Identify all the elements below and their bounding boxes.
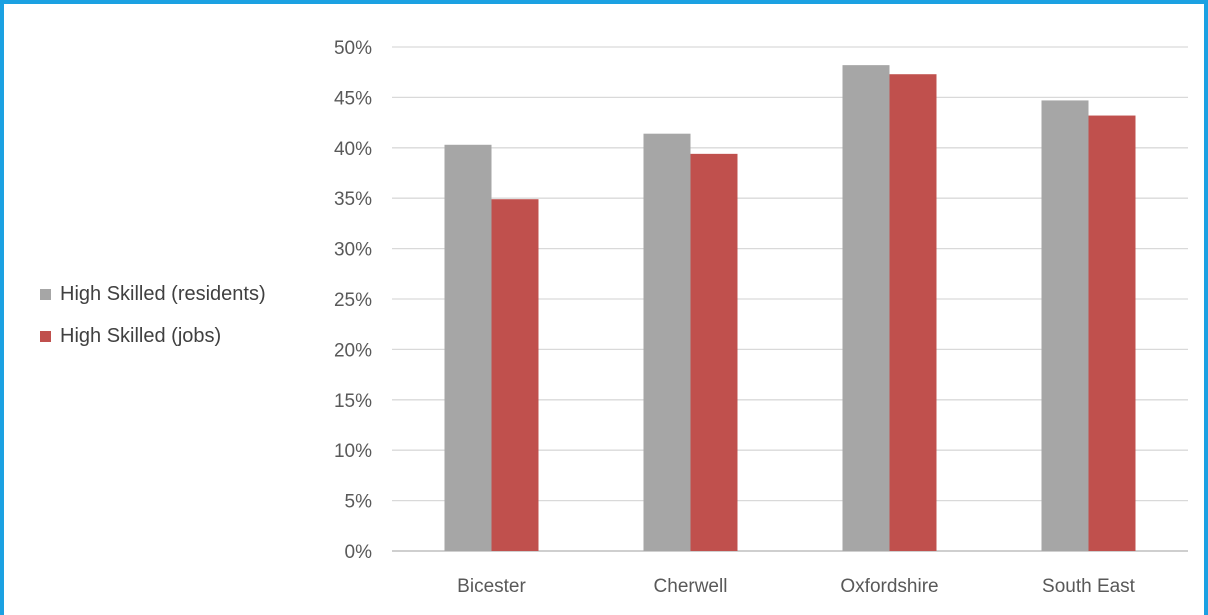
bar-residents — [842, 65, 890, 552]
y-tick-label: 30% — [334, 240, 372, 261]
bar-residents — [444, 144, 492, 551]
bar-residents — [1041, 100, 1089, 551]
y-tick-label: 25% — [334, 290, 372, 311]
legend-swatch-jobs — [40, 330, 51, 342]
y-tick-label: 20% — [334, 340, 372, 361]
y-tick-label: 15% — [334, 391, 372, 412]
y-tick-label: 0% — [345, 542, 373, 563]
bar-jobs — [690, 153, 738, 551]
y-tick-label: 35% — [334, 189, 372, 210]
y-tick-label: 40% — [334, 139, 372, 160]
bar-residents — [643, 133, 691, 552]
y-tick-label: 10% — [334, 441, 372, 462]
bar-jobs — [491, 199, 539, 551]
legend-label-residents: High Skilled (residents) — [60, 282, 266, 305]
legend-item-jobs: High Skilled (jobs) — [40, 322, 266, 350]
y-tick-label: 5% — [345, 492, 373, 513]
legend-label-jobs: High Skilled (jobs) — [60, 324, 222, 347]
bar-jobs — [889, 74, 937, 551]
y-tick-label: 50% — [334, 38, 372, 59]
legend: High Skilled (residents) High Skilled (j… — [40, 280, 266, 364]
x-tick-label: Oxfordshire — [840, 576, 938, 597]
x-tick-label: South East — [1042, 576, 1136, 597]
legend-swatch-residents — [40, 288, 51, 300]
x-tick-label: Cherwell — [654, 576, 728, 597]
y-tick-label: 45% — [334, 88, 372, 109]
bar-jobs — [1088, 115, 1136, 551]
x-tick-label: Bicester — [457, 576, 526, 597]
legend-item-residents: High Skilled (residents) — [40, 280, 266, 308]
